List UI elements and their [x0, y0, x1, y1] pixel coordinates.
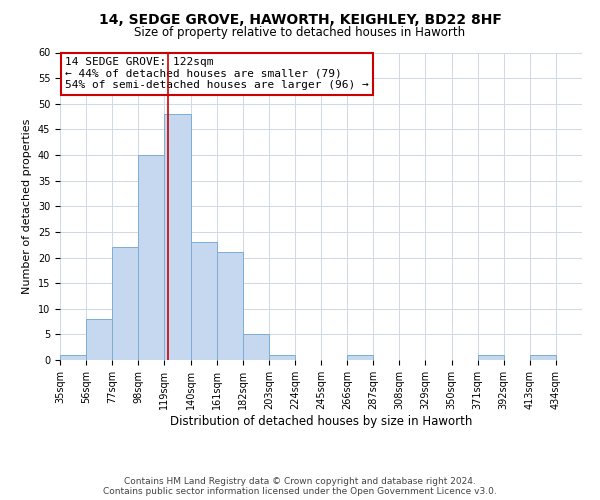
- Bar: [530, 355, 556, 360]
- X-axis label: Distribution of detached houses by size in Haworth: Distribution of detached houses by size …: [170, 414, 472, 428]
- Bar: [138, 155, 164, 360]
- Bar: [478, 355, 504, 360]
- Text: Size of property relative to detached houses in Haworth: Size of property relative to detached ho…: [134, 26, 466, 39]
- Bar: [60, 355, 86, 360]
- Bar: [191, 242, 217, 360]
- Text: Contains HM Land Registry data © Crown copyright and database right 2024.
Contai: Contains HM Land Registry data © Crown c…: [103, 476, 497, 496]
- Bar: [243, 334, 269, 360]
- Y-axis label: Number of detached properties: Number of detached properties: [22, 118, 32, 294]
- Bar: [217, 252, 242, 360]
- Text: 14 SEDGE GROVE: 122sqm
← 44% of detached houses are smaller (79)
54% of semi-det: 14 SEDGE GROVE: 122sqm ← 44% of detached…: [65, 57, 369, 90]
- Text: 14, SEDGE GROVE, HAWORTH, KEIGHLEY, BD22 8HF: 14, SEDGE GROVE, HAWORTH, KEIGHLEY, BD22…: [98, 12, 502, 26]
- Bar: [269, 355, 295, 360]
- Bar: [86, 319, 112, 360]
- Bar: [347, 355, 373, 360]
- Bar: [164, 114, 191, 360]
- Bar: [112, 247, 138, 360]
